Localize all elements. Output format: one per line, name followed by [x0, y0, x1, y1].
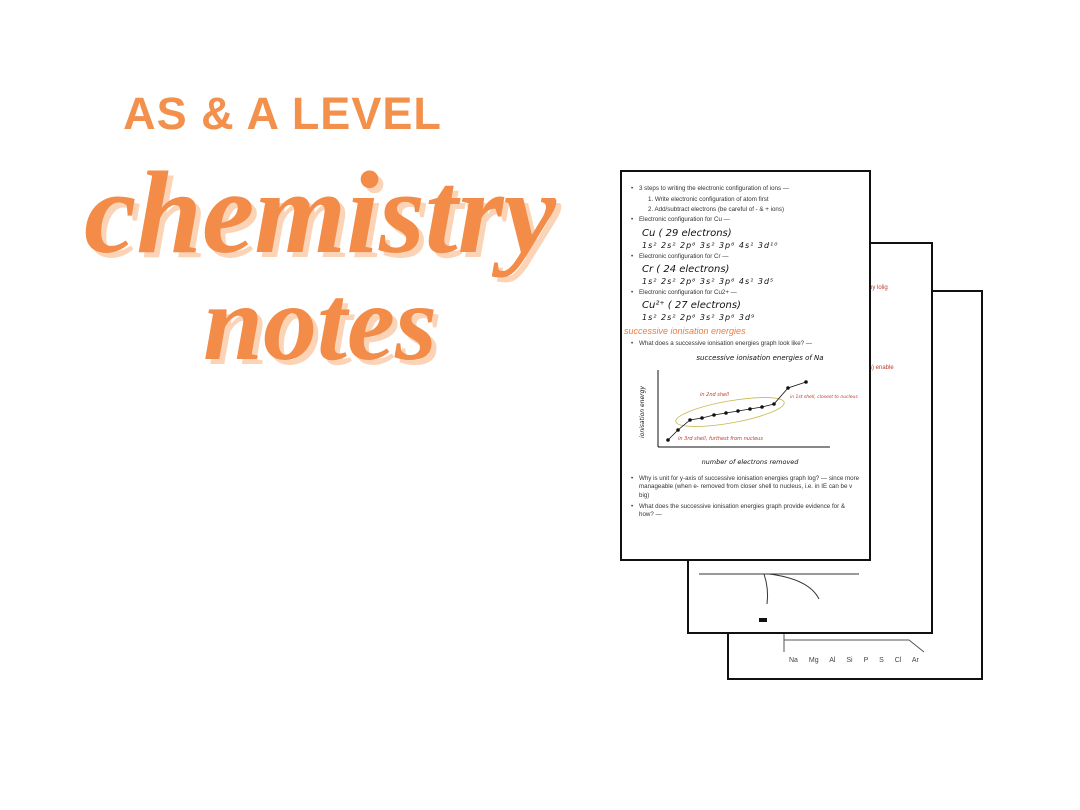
ie-graph: successive ionisation energies of Na ion… [639, 354, 858, 466]
bullet: 3 steps to writing the electronic config… [630, 185, 861, 194]
graph-note: in 2nd shell [700, 392, 730, 398]
bullet: Electronic configuration for Cu — [630, 216, 861, 225]
kind-title: notes [202, 264, 438, 383]
bullet: Why is unit for y-axis of successive ion… [630, 475, 861, 500]
axis-label: Ar [911, 657, 919, 664]
y-axis-label: ionisation energy [639, 385, 646, 437]
graph-title: successive ionisation energies of Na [696, 354, 823, 362]
bullet: Electronic configuration for Cr — [630, 253, 861, 262]
handwriting: Cr ( 24 electrons) [642, 264, 730, 276]
step: 1. Write electronic configuration of ato… [648, 196, 769, 204]
axis-label: P [863, 657, 869, 664]
bullet: What does a successive ionisation energi… [630, 340, 861, 349]
svg-text:by lolig: by lolig [869, 285, 888, 291]
axis-label: Al [829, 657, 836, 664]
axis-label: S [879, 657, 884, 664]
axis-labels: Na Mg Al Si P S Cl Ar [789, 657, 919, 664]
axis-label: Na [789, 657, 798, 664]
handwriting: 1s² 2s² 2p⁶ 3s² 3p⁶ 4s¹ 3d¹⁰ [642, 240, 779, 250]
front-page: 3 steps to writing the electronic config… [620, 170, 871, 561]
bullet: Electronic configuration for Cu2+ — [630, 289, 861, 298]
handwriting: Cu ( 29 electrons) [642, 227, 732, 239]
subject-title: chemistry [84, 147, 556, 278]
step: 2. Add/subtract electrons (be careful of… [648, 206, 785, 214]
level-title: AS & A LEVEL [123, 88, 442, 139]
graph-note: in 1st shell, closest to nucleus [790, 394, 858, 400]
handwriting: 1s² 2s² 2p⁶ 3s² 3p⁶ 4s¹ 3d⁵ [642, 277, 775, 287]
x-axis-label: number of electrons removed [702, 458, 800, 466]
axis-label: Mg [808, 657, 819, 664]
graph-note: in 3rd shell, furthest from nucleus [678, 436, 763, 442]
axis-label: Cl [894, 657, 902, 664]
svg-text:s) enable: s) enable [869, 365, 894, 371]
section-title: successive ionisation energies [624, 326, 746, 337]
middle-sketch: by lolig s) enable [699, 285, 894, 622]
handwriting: 1s² 2s² 2p⁶ 3s² 3p⁶ 3d⁹ [642, 313, 756, 323]
bullet: What does the successive ionisation ener… [630, 503, 861, 520]
axis-label: Si [846, 657, 853, 664]
handwriting: Cu²⁺ ( 27 electrons) [642, 300, 741, 312]
